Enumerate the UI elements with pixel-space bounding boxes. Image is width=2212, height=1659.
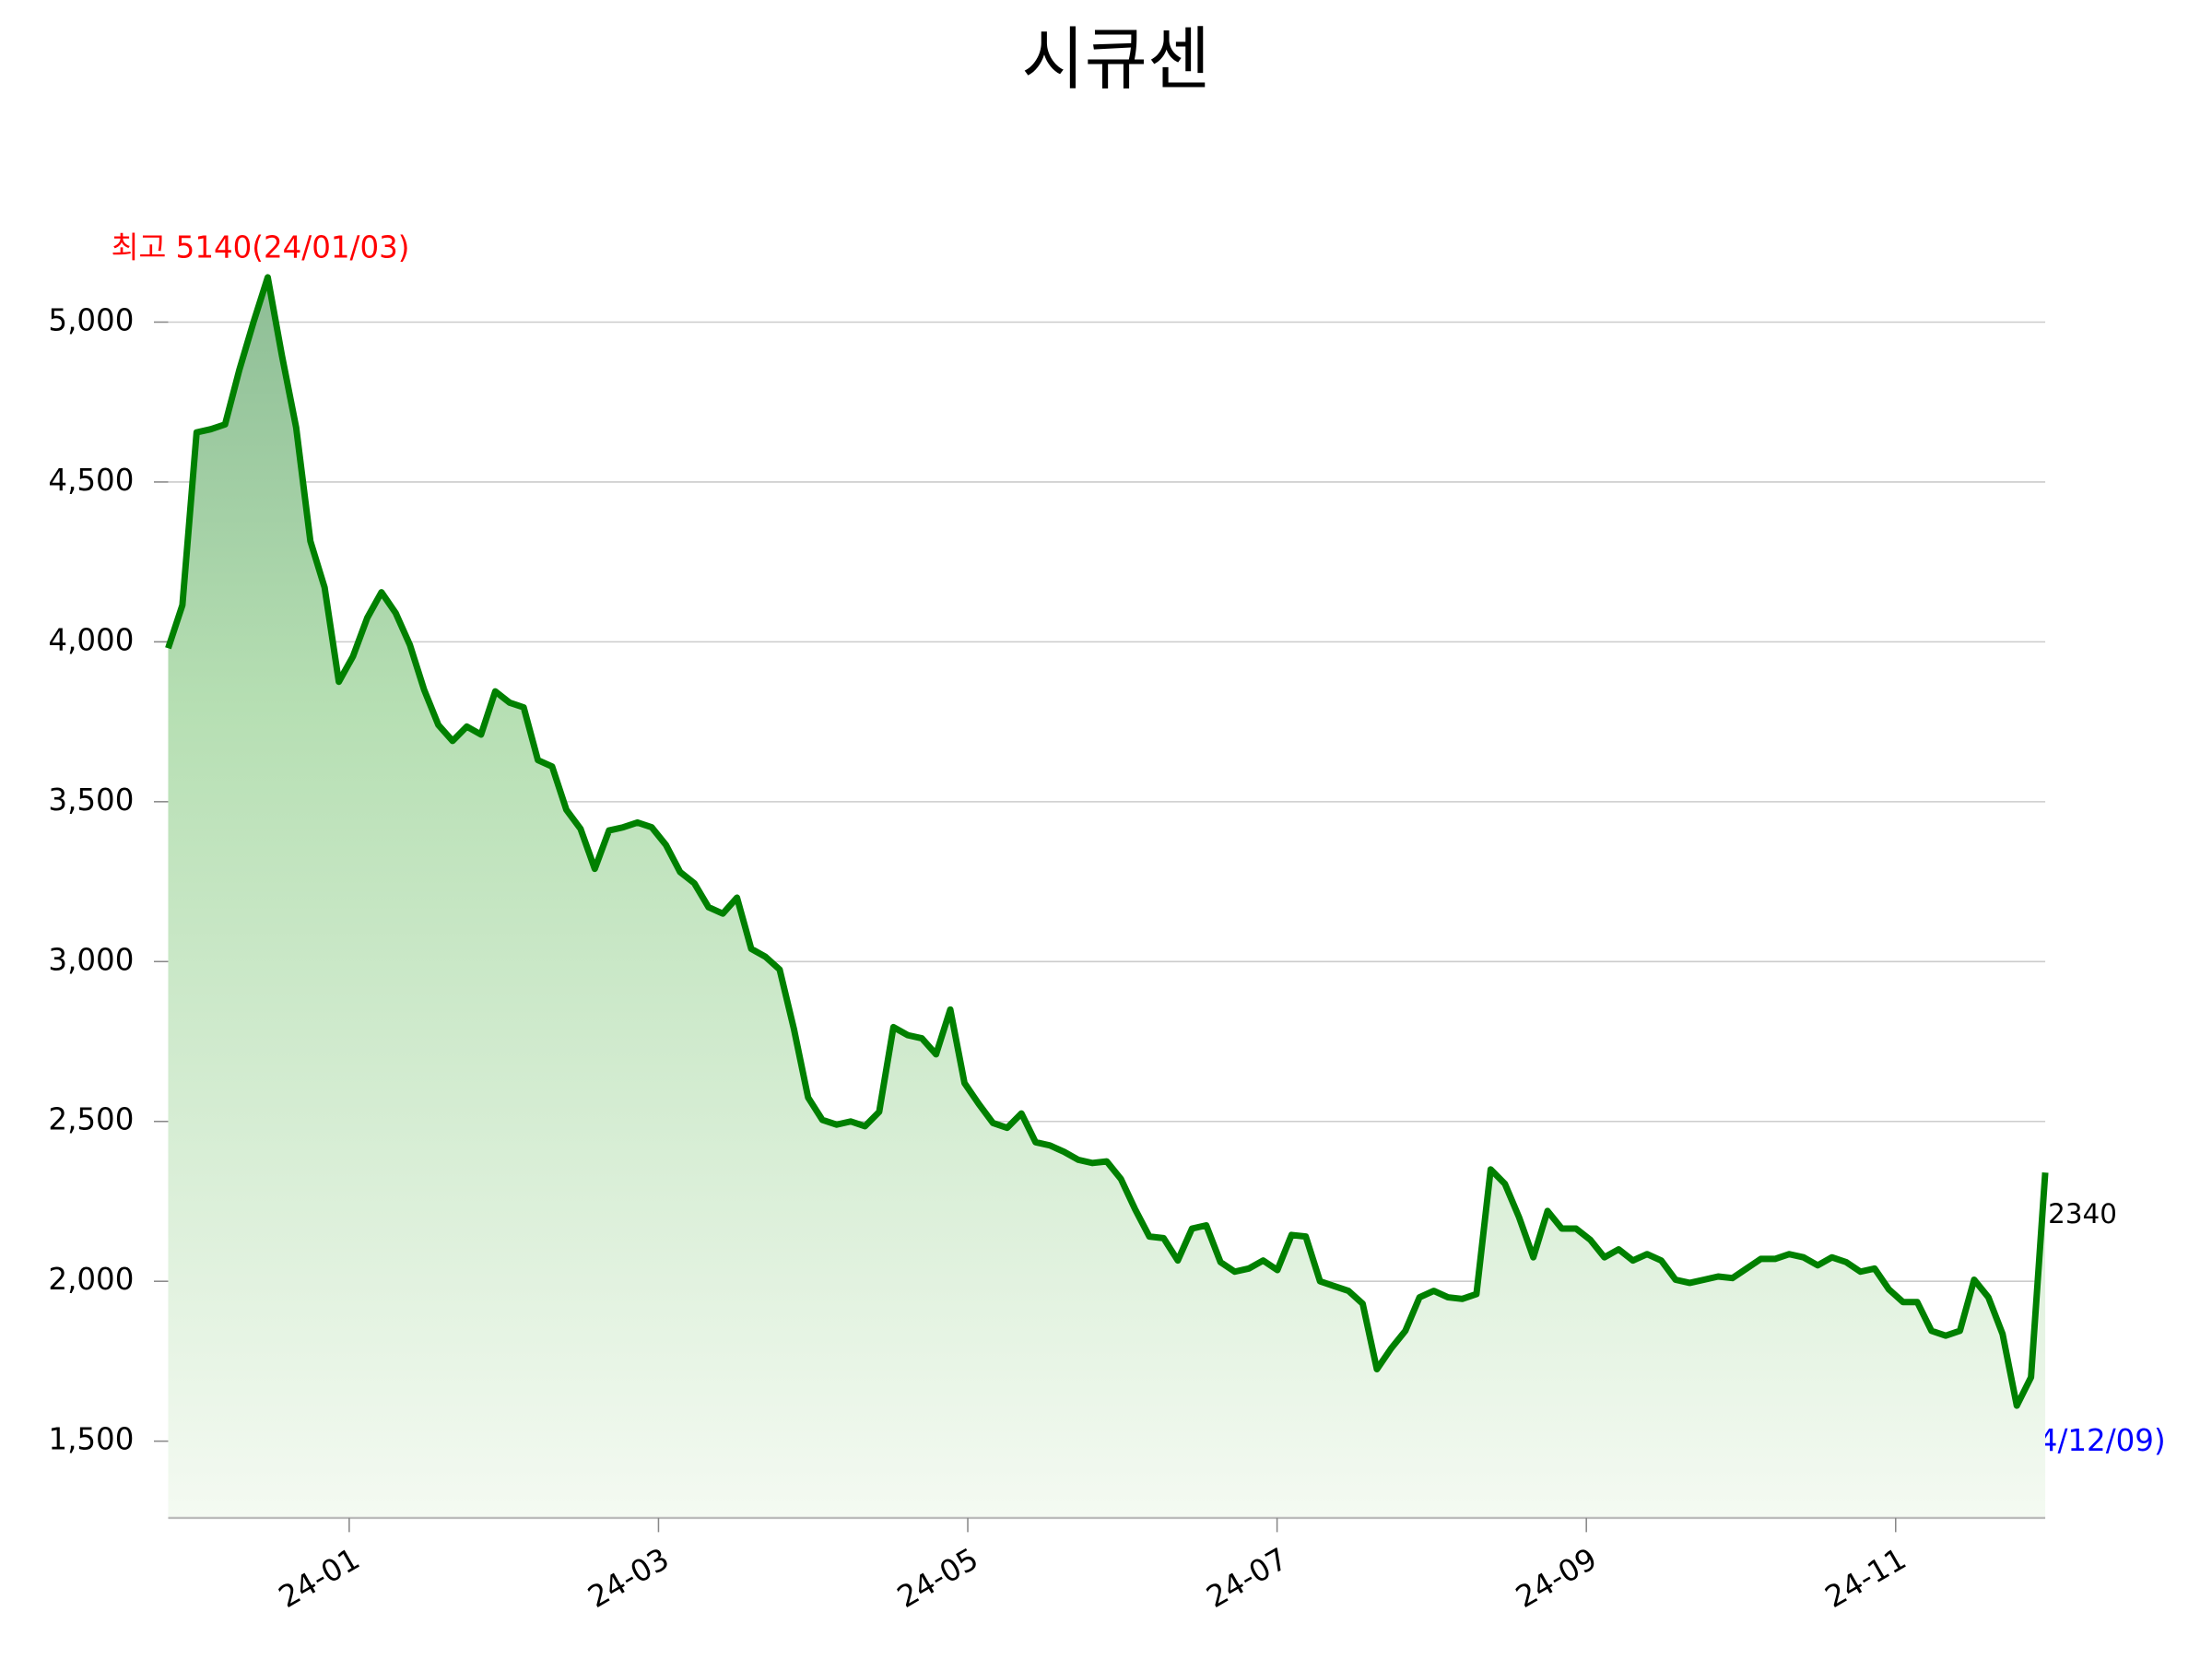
last-value-label: 2340 [2048,1198,2117,1230]
max-annotation: 최고 5140(24/01/03) [112,230,410,265]
y-tick-label: 3,000 [48,942,134,977]
chart-title: 시큐센 [1021,19,1210,100]
y-tick-label: 3,500 [48,782,134,818]
y-tick-label: 4,500 [48,463,134,498]
y-tick-label: 5,000 [48,302,134,337]
y-tick-label: 2,500 [48,1102,134,1137]
y-tick-label: 4,000 [48,622,134,657]
x-tick-label: 24-11 [1819,1541,1912,1615]
x-tick-label: 24-09 [1510,1541,1603,1615]
y-tick-label: 1,500 [48,1422,134,1457]
x-tick-label: 24-07 [1201,1541,1294,1615]
y-tick-label: 2,000 [48,1262,134,1297]
x-tick-label: 24-01 [273,1541,366,1615]
area-fill [168,276,2046,1518]
price-line [165,274,2049,1409]
x-tick-label: 24-03 [582,1541,676,1615]
x-tick-label: 24-05 [891,1541,984,1615]
